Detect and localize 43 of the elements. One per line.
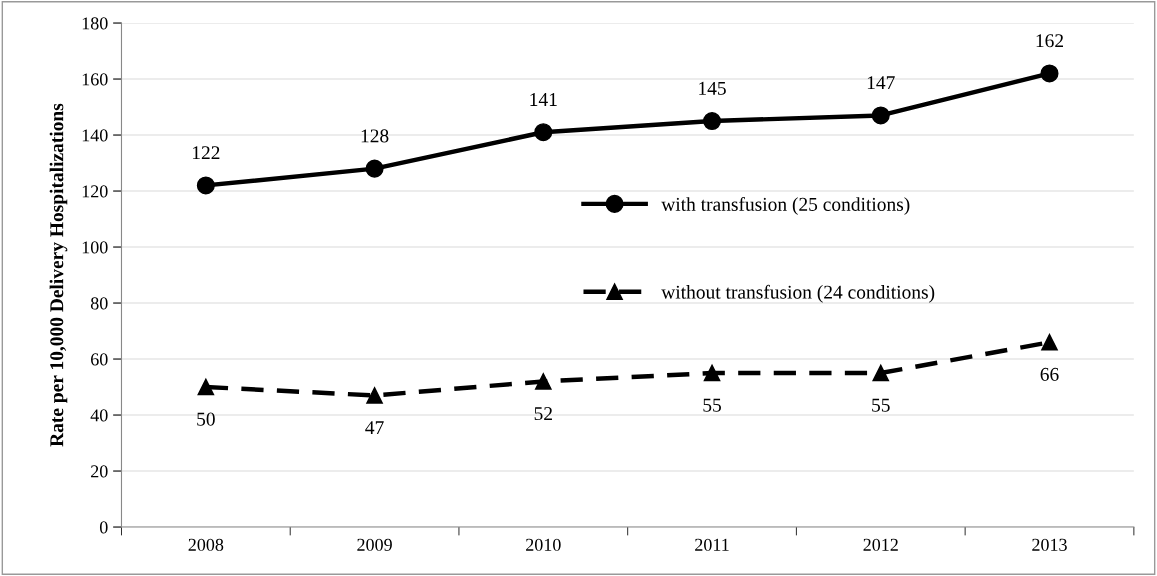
y-tick-label: 120 [82, 185, 108, 198]
point [703, 364, 721, 382]
point [197, 378, 215, 396]
point [1040, 64, 1059, 83]
x-tick-label: 2008 [188, 538, 224, 551]
data-label: 128 [361, 129, 389, 143]
data-label: 50 [197, 412, 215, 426]
data-label: 66 [1040, 367, 1059, 381]
point [366, 387, 383, 404]
x-tick-label: 2013 [1032, 538, 1067, 551]
y-tick-label: 80 [90, 297, 108, 310]
y-tick-label: 100 [82, 241, 108, 254]
data-label: 55 [703, 398, 721, 412]
y-tick-label: 180 [82, 17, 108, 30]
x-tick-label: 2012 [863, 538, 898, 551]
data-label: 47 [365, 421, 384, 434]
data-label: 55 [872, 398, 890, 412]
point [365, 159, 384, 178]
legend-label: with transfusion (25 conditions) [661, 197, 910, 215]
y-axis-title: Rate per 10,000 Delivery Hospitalizations [49, 103, 68, 447]
data-label: 141 [530, 93, 557, 106]
point [534, 123, 553, 142]
x-tick-label: 2010 [526, 538, 561, 551]
data-label: 145 [699, 81, 726, 95]
x-tick-label: 2011 [695, 538, 729, 551]
point [534, 373, 552, 390]
y-tick-label: 140 [82, 129, 108, 142]
data-label: 162 [1036, 34, 1064, 48]
legend-label: without transfusion (24 conditions) [661, 284, 935, 303]
y-tick-label: 160 [82, 73, 108, 86]
point [871, 106, 890, 125]
data-label: 147 [867, 76, 895, 90]
x-tick-label: 2009 [357, 538, 392, 551]
y-tick-label: 0 [99, 521, 108, 534]
y-tick-label: 60 [91, 353, 108, 366]
data-label: 52 [534, 407, 552, 421]
y-tick-label: 20 [91, 465, 108, 478]
point [1041, 333, 1058, 351]
point [703, 112, 722, 131]
data-label: 122 [192, 146, 220, 160]
point [196, 176, 215, 195]
y-tick-label: 40 [90, 409, 108, 422]
point [872, 364, 890, 382]
